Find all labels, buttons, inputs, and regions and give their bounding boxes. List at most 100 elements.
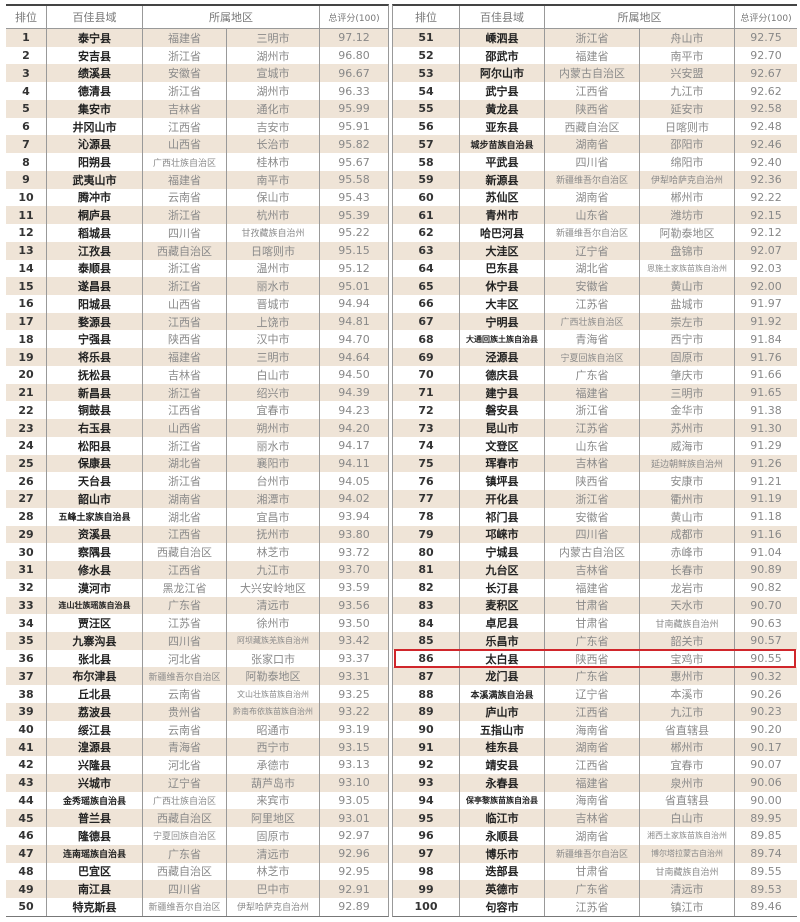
county-name-cell: 邛崃市	[459, 525, 544, 544]
county-name-cell: 哈巴河县	[459, 224, 544, 242]
city-cell: 阿勒泰地区	[226, 667, 319, 686]
city-cell: 保山市	[226, 188, 319, 207]
rank-cell: 46	[18, 829, 34, 843]
score-cell: 92.15	[734, 206, 797, 225]
city-cell: 大兴安岭地区	[226, 578, 319, 597]
county-name-cell: 桐庐县	[46, 206, 142, 225]
table-row: 53 阿尔山市 内蒙古自治区 兴安盟 92.67	[393, 64, 797, 83]
county-name-cell: 临江市	[459, 809, 544, 828]
county-name-cell: 本溪满族自治县	[459, 685, 544, 703]
rank-cell: 52	[418, 49, 434, 63]
table-row: 16 阳城县 山西省 晋城市 94.94	[6, 295, 388, 313]
rank-cell: 76	[418, 474, 434, 488]
city-cell: 昭通市	[226, 720, 319, 739]
rank-cell: 98	[418, 864, 434, 878]
rank-cell: 67	[418, 315, 434, 329]
score-cell: 95.15	[319, 241, 388, 260]
score-cell: 90.17	[734, 738, 797, 757]
city-cell: 文山壮族苗族自治州	[226, 685, 319, 703]
table-row: 8 阳朔县 广西壮族自治区 桂林市 95.67	[6, 153, 388, 171]
table-row: 30 察隅县 西藏自治区 林芝市 93.72	[6, 543, 388, 562]
score-cell: 95.67	[319, 153, 388, 171]
table-row: 69 泾源县 宁夏回族自治区 固原市 91.76	[393, 348, 797, 366]
rank-cell: 88	[418, 687, 434, 701]
table-row: 26 天台县 浙江省 台州市 94.05	[6, 472, 388, 491]
table-row: 95 临江市 吉林省 白山市 89.95	[393, 809, 797, 828]
province-cell: 湖南省	[544, 827, 639, 845]
county-name-cell: 太白县	[459, 649, 544, 668]
score-cell: 91.21	[734, 472, 797, 491]
score-cell: 89.46	[734, 897, 797, 916]
city-cell: 三明市	[639, 383, 734, 402]
score-cell: 95.22	[319, 224, 388, 242]
score-cell: 95.99	[319, 99, 388, 118]
rank-cell: 16	[18, 297, 34, 311]
rank-cell: 5	[22, 102, 30, 116]
rank-cell: 94	[418, 793, 434, 807]
table-row: 81 九台区 吉林省 长春市 90.89	[393, 561, 797, 579]
county-name-cell: 大通回族土族自治县	[459, 330, 544, 349]
county-name-cell: 乐昌市	[459, 631, 544, 650]
province-cell: 广东省	[544, 667, 639, 686]
province-cell: 河北省	[142, 756, 226, 774]
rank-cell: 4	[22, 84, 30, 98]
score-cell: 93.01	[319, 809, 388, 828]
header-name: 百佳县域	[459, 6, 544, 28]
county-name-cell: 稻城县	[46, 224, 142, 242]
province-cell: 广西壮族自治区	[142, 791, 226, 810]
city-cell: 通化市	[226, 99, 319, 118]
city-cell: 杭州市	[226, 206, 319, 225]
rank-cell: 79	[418, 527, 434, 541]
province-cell: 江西省	[142, 312, 226, 331]
score-cell: 89.74	[734, 844, 797, 863]
city-cell: 舟山市	[639, 29, 734, 47]
rank-cell: 12	[18, 226, 34, 240]
score-cell: 91.84	[734, 330, 797, 349]
city-cell: 湘西土家族苗族自治州	[639, 827, 734, 845]
score-cell: 92.46	[734, 135, 797, 154]
county-name-cell: 保康县	[46, 454, 142, 473]
county-name-cell: 贾汪区	[46, 614, 142, 632]
city-cell: 省直辖县	[639, 791, 734, 810]
table-row: 29 资溪县 江西省 抚州市 93.80	[6, 525, 388, 544]
rank-cell: 68	[418, 332, 434, 346]
province-cell: 四川省	[142, 631, 226, 650]
table-row: 65 休宁县 安徽省 黄山市 92.00	[393, 277, 797, 296]
rank-cell: 89	[418, 705, 434, 719]
rank-cell: 25	[18, 456, 34, 470]
city-cell: 宜春市	[639, 756, 734, 774]
county-name-cell: 南江县	[46, 880, 142, 898]
rank-cell: 18	[18, 332, 34, 346]
province-cell: 浙江省	[544, 490, 639, 508]
province-cell: 吉林省	[544, 454, 639, 473]
rank-cell: 50	[18, 900, 34, 914]
score-cell: 93.70	[319, 561, 388, 579]
province-cell: 山西省	[142, 295, 226, 313]
rank-cell: 44	[18, 793, 34, 807]
city-cell: 桂林市	[226, 153, 319, 171]
province-cell: 广东省	[142, 596, 226, 615]
city-cell: 绵阳市	[639, 153, 734, 171]
score-cell: 91.29	[734, 436, 797, 455]
city-cell: 九江市	[639, 702, 734, 721]
rank-cell: 36	[18, 652, 34, 666]
city-cell: 白山市	[639, 809, 734, 828]
score-cell: 92.00	[734, 277, 797, 296]
city-cell: 巴中市	[226, 880, 319, 898]
score-cell: 94.50	[319, 365, 388, 384]
province-cell: 江西省	[142, 401, 226, 420]
province-cell: 甘肃省	[544, 614, 639, 632]
city-cell: 九江市	[639, 82, 734, 100]
rank-cell: 75	[418, 456, 434, 470]
province-cell: 广西壮族自治区	[142, 153, 226, 171]
score-cell: 93.05	[319, 791, 388, 810]
city-cell: 郴州市	[639, 188, 734, 207]
province-cell: 湖南省	[544, 738, 639, 757]
rank-cell: 80	[418, 545, 434, 559]
score-cell: 93.56	[319, 596, 388, 615]
table-row: 73 昆山市 江苏省 苏州市 91.30	[393, 419, 797, 437]
table-row: 15 遂昌县 浙江省 丽水市 95.01	[6, 277, 388, 296]
city-cell: 清远市	[639, 880, 734, 898]
table-row: 52 邵武市 福建省 南平市 92.70	[393, 46, 797, 65]
score-cell: 94.05	[319, 472, 388, 491]
